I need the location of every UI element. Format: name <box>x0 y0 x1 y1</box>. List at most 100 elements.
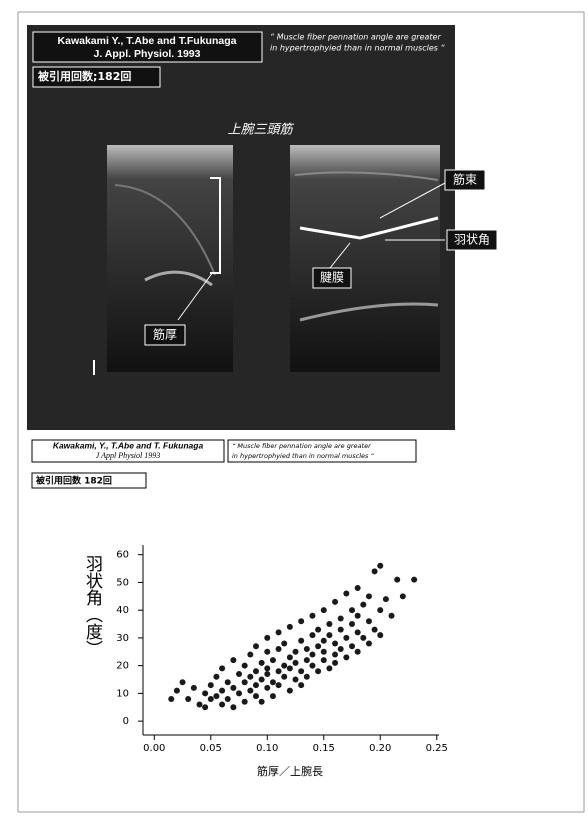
point <box>264 635 270 641</box>
point <box>281 640 287 646</box>
x-tick-label: 0.10 <box>256 743 278 754</box>
point <box>287 654 293 660</box>
citation: Kawakami, Y., T.Abe and T. Fukunaga <box>53 440 204 450</box>
x-tick-label: 0.20 <box>369 743 391 754</box>
x-tick-label: 0.15 <box>313 743 335 754</box>
x-tick-label: 0.05 <box>200 743 222 754</box>
point <box>394 577 400 583</box>
y-tick-label: 0 <box>123 716 129 727</box>
point <box>287 624 293 630</box>
point <box>264 665 270 671</box>
point <box>355 585 361 591</box>
point <box>298 618 304 624</box>
point <box>309 663 315 669</box>
point <box>253 668 259 674</box>
point <box>276 646 282 652</box>
point <box>236 671 242 677</box>
point <box>230 704 236 710</box>
point <box>242 699 248 705</box>
point <box>372 627 378 633</box>
point <box>242 679 248 685</box>
point <box>180 679 186 685</box>
point <box>174 688 180 694</box>
point <box>389 613 395 619</box>
point <box>366 640 372 646</box>
point <box>276 668 282 674</box>
point <box>264 685 270 691</box>
point <box>321 657 327 663</box>
point <box>293 677 299 683</box>
point <box>343 635 349 641</box>
point <box>168 696 174 702</box>
point <box>208 696 214 702</box>
x-tick-label: 0.25 <box>426 743 448 754</box>
point <box>219 701 225 707</box>
point <box>298 668 304 674</box>
point <box>304 657 310 663</box>
point <box>400 593 406 599</box>
citation: Kawakami Y., T.Abe and T.Fukunaga <box>58 35 237 47</box>
point <box>270 679 276 685</box>
point <box>349 643 355 649</box>
point <box>343 654 349 660</box>
point <box>377 563 383 569</box>
point <box>202 690 208 696</box>
point <box>202 704 208 710</box>
point <box>242 663 248 669</box>
point <box>383 596 389 602</box>
label: 筋束 <box>453 172 477 187</box>
point <box>355 629 361 635</box>
point <box>259 660 265 666</box>
quote: “ Muscle fiber pennation angle are great… <box>270 33 441 42</box>
point <box>338 627 344 633</box>
point <box>332 660 338 666</box>
point <box>321 638 327 644</box>
point <box>259 699 265 705</box>
point <box>326 665 332 671</box>
point <box>355 649 361 655</box>
point <box>338 616 344 622</box>
point <box>304 674 310 680</box>
point <box>253 682 259 688</box>
y-tick-label: 40 <box>116 605 129 616</box>
y-tick-label: 10 <box>116 688 129 699</box>
point <box>372 568 378 574</box>
point <box>247 652 253 658</box>
point <box>185 696 191 702</box>
point <box>377 607 383 613</box>
x-tick-label: 0.00 <box>143 743 165 754</box>
point <box>213 674 219 680</box>
point <box>349 607 355 613</box>
point <box>411 577 417 583</box>
point <box>349 621 355 627</box>
cited: 被引用回数;182回 <box>38 69 131 83</box>
citation: J. Appl. Physiol. 1993 <box>94 48 201 60</box>
point <box>366 593 372 599</box>
point <box>247 674 253 680</box>
point <box>366 618 372 624</box>
y-axis-label: 羽状角（度） <box>82 555 103 657</box>
point <box>315 627 321 633</box>
point <box>276 682 282 688</box>
point <box>281 663 287 669</box>
point <box>287 665 293 671</box>
point <box>293 660 299 666</box>
point <box>281 674 287 680</box>
point <box>225 679 231 685</box>
cited: 被引用回数 182回 <box>36 475 112 487</box>
point <box>315 668 321 674</box>
y-tick-label: 20 <box>116 661 129 672</box>
y-tick-label: 50 <box>116 577 129 588</box>
quote: in hypertrophyied than in normal muscles… <box>270 44 445 53</box>
label: 羽状角 <box>454 233 490 247</box>
ultrasound-image <box>290 145 440 372</box>
point <box>225 696 231 702</box>
quote: in hypertrophyied than in normal muscles… <box>232 452 374 460</box>
point <box>355 613 361 619</box>
point <box>309 632 315 638</box>
label: 腱膜 <box>320 271 344 285</box>
point <box>253 643 259 649</box>
point <box>196 701 202 707</box>
point <box>264 649 270 655</box>
page: Kawakami Y., T.Abe and T.Fukunaga J. App… <box>0 0 588 820</box>
